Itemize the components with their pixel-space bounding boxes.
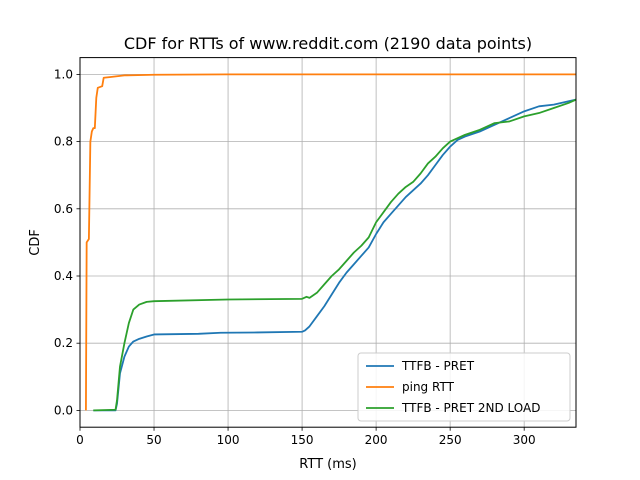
chart-title: CDF for RTTs of www.reddit.com (2190 dat… bbox=[124, 34, 532, 53]
series-lines bbox=[85, 73, 576, 412]
y-axis-label: CDF bbox=[28, 229, 43, 256]
x-tick-label: 200 bbox=[365, 433, 388, 447]
y-tick-label: 0.6 bbox=[54, 202, 73, 216]
legend-entry: ping RTT bbox=[402, 380, 455, 394]
y-tick-label: 0.2 bbox=[54, 336, 73, 350]
series-line-1 bbox=[85, 73, 576, 411]
y-tick-label: 0.0 bbox=[54, 403, 73, 417]
legend-box bbox=[357, 352, 571, 422]
axis-ticks: 0 50 100 150 200 250 300 0.0 0.2 0.4 0.6 0.8 1.0 bbox=[54, 67, 536, 447]
y-tick-label: 0.4 bbox=[54, 269, 73, 283]
legend: TTFB - PRET ping RTT TTFB - PRET 2ND LOAD bbox=[357, 352, 571, 422]
x-tick-label: 100 bbox=[217, 433, 240, 447]
legend-entry: TTFB - PRET 2ND LOAD bbox=[401, 401, 540, 415]
legend-entry: TTFB - PRET bbox=[401, 359, 475, 373]
x-tick-label: 50 bbox=[146, 433, 161, 447]
x-tick-label: 0 bbox=[76, 433, 84, 447]
plot-frame bbox=[79, 57, 577, 428]
y-tick-label: 0.8 bbox=[54, 135, 73, 149]
x-tick-label: 150 bbox=[291, 433, 314, 447]
series-line-0 bbox=[93, 98, 576, 412]
x-tick-label: 300 bbox=[513, 433, 536, 447]
series-line-2 bbox=[93, 98, 576, 412]
y-tick-label: 1.0 bbox=[54, 67, 73, 81]
x-axis-label: RTT (ms) bbox=[299, 457, 356, 472]
x-tick-label: 250 bbox=[439, 433, 462, 447]
